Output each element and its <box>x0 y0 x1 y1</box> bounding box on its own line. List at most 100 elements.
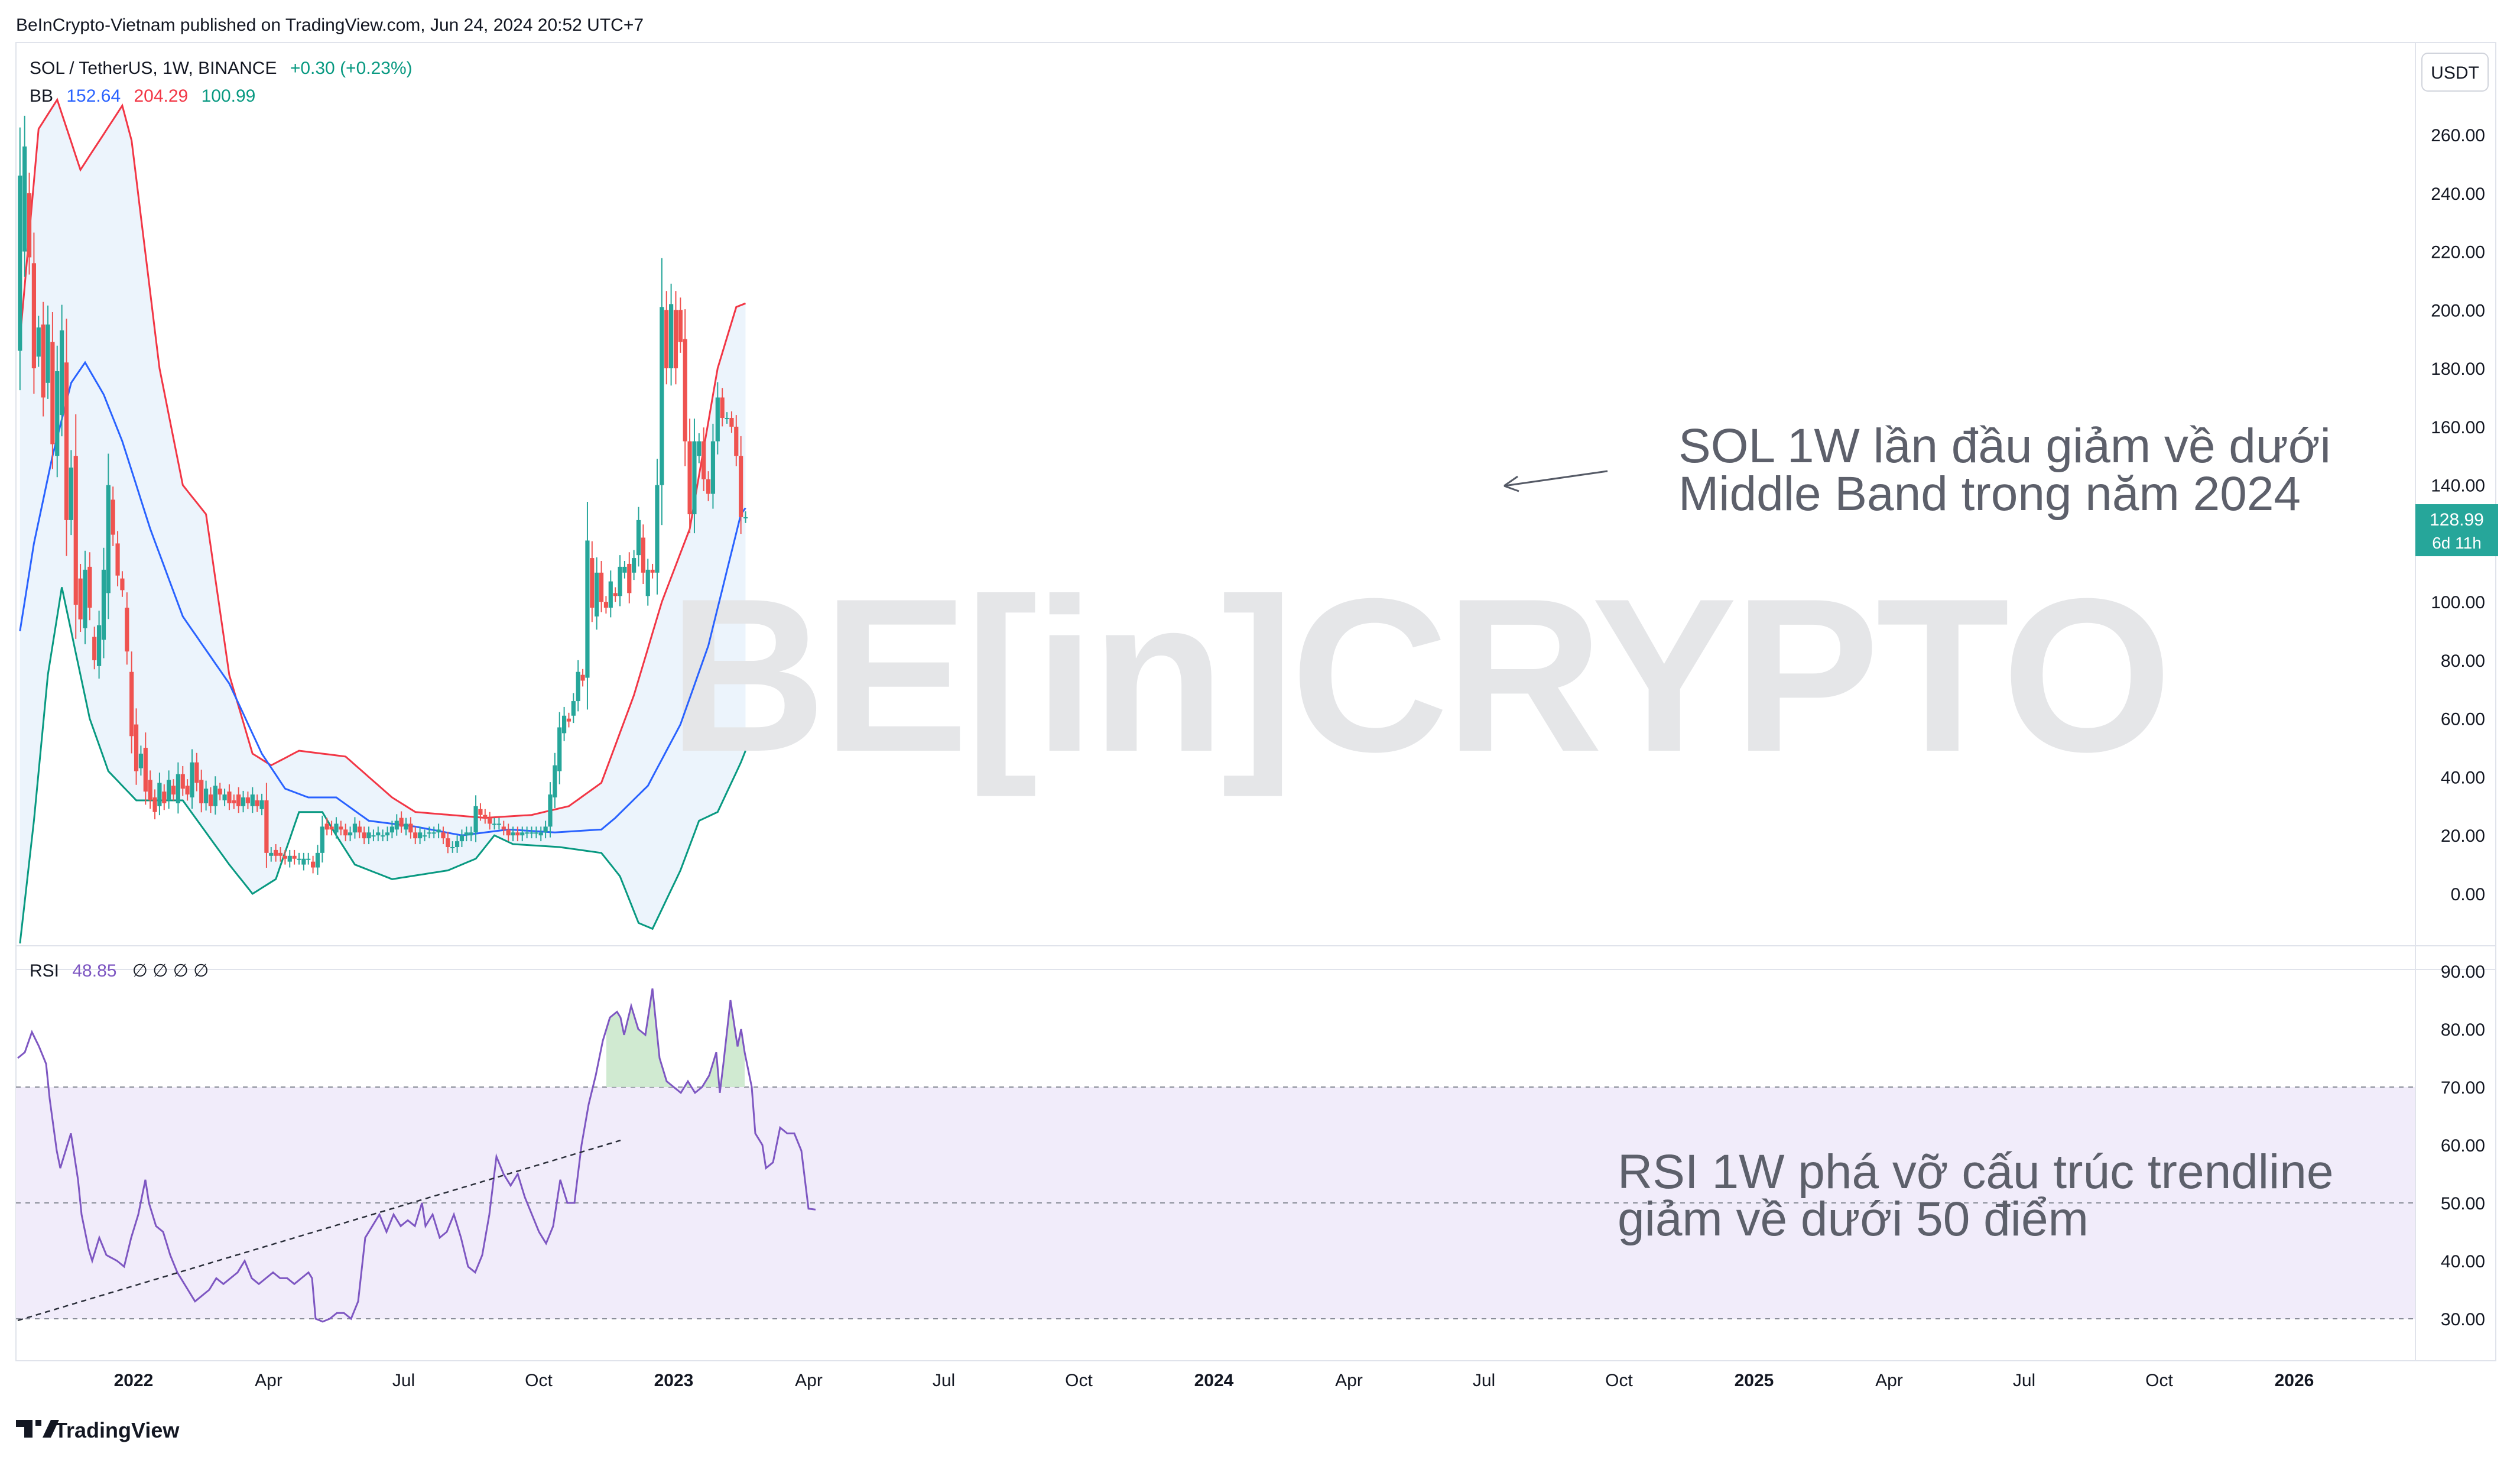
candle[interactable] <box>152 789 157 820</box>
candle-body[interactable] <box>22 146 27 252</box>
candle[interactable] <box>580 669 585 687</box>
candle-body[interactable] <box>232 800 236 803</box>
candle[interactable] <box>339 820 343 836</box>
candle-body[interactable] <box>660 307 664 485</box>
candle-body[interactable] <box>725 418 729 420</box>
candle[interactable] <box>399 811 404 833</box>
candle[interactable] <box>408 817 413 839</box>
candle[interactable] <box>232 794 236 809</box>
candle-body[interactable] <box>217 789 222 795</box>
candle-body[interactable] <box>50 342 55 445</box>
candle-body[interactable] <box>422 835 427 837</box>
candle[interactable] <box>492 818 497 830</box>
candle-body[interactable] <box>134 724 139 771</box>
candle[interactable] <box>269 846 274 862</box>
candle-body[interactable] <box>496 823 502 825</box>
candle-body[interactable] <box>78 578 83 619</box>
candle[interactable] <box>315 845 320 875</box>
candle[interactable] <box>706 471 711 501</box>
candle[interactable] <box>515 826 520 842</box>
candle[interactable] <box>306 852 311 865</box>
candle[interactable] <box>608 570 613 618</box>
candle-body[interactable] <box>199 780 204 803</box>
candle[interactable] <box>278 846 283 862</box>
candle-body[interactable] <box>60 330 64 416</box>
candle-body[interactable] <box>469 832 473 836</box>
candle-body[interactable] <box>167 780 171 800</box>
candle-body[interactable] <box>152 797 157 812</box>
candle-body[interactable] <box>613 593 618 596</box>
bb-upper-line[interactable] <box>19 98 746 819</box>
candle-body[interactable] <box>585 540 590 678</box>
candle[interactable] <box>311 855 316 874</box>
candle[interactable] <box>176 762 180 814</box>
candle[interactable] <box>720 388 725 427</box>
candle[interactable] <box>115 531 120 586</box>
candle-body[interactable] <box>534 832 538 834</box>
candle-body[interactable] <box>399 818 404 827</box>
candle-body[interactable] <box>274 849 278 856</box>
candle-body[interactable] <box>245 797 251 803</box>
candle-body[interactable] <box>715 397 720 442</box>
candle-body[interactable] <box>608 581 613 608</box>
time-axis[interactable]: 2022 Apr Jul Oct 2023 Apr Jul Oct 2024 Apr Jul Oct 2… <box>114 1371 2314 1390</box>
candle[interactable] <box>250 787 255 813</box>
candle-body[interactable] <box>436 829 441 833</box>
bb-legend-label[interactable]: BB <box>30 86 53 106</box>
candle[interactable] <box>650 563 655 579</box>
candle[interactable] <box>274 844 278 862</box>
candle[interactable] <box>366 826 371 845</box>
candle-body[interactable] <box>227 791 232 803</box>
candle[interactable] <box>488 812 492 830</box>
candle[interactable] <box>334 817 339 839</box>
candle-body[interactable] <box>702 441 706 479</box>
candle-body[interactable] <box>27 193 32 258</box>
candle-body[interactable] <box>394 820 399 830</box>
currency-button-label[interactable]: USDT <box>2431 63 2479 83</box>
candle-body[interactable] <box>366 832 371 839</box>
candle[interactable] <box>125 592 129 665</box>
candle-body[interactable] <box>148 780 152 800</box>
candle[interactable] <box>441 826 446 845</box>
candle[interactable] <box>511 826 515 842</box>
candle[interactable] <box>259 793 264 816</box>
candle[interactable] <box>64 319 69 556</box>
candle[interactable] <box>641 524 645 585</box>
candle[interactable] <box>422 829 427 842</box>
candle[interactable] <box>50 312 55 469</box>
candle-body[interactable] <box>645 569 650 596</box>
candle-body[interactable] <box>301 858 306 865</box>
candle[interactable] <box>41 301 46 417</box>
candle[interactable] <box>264 783 269 868</box>
candle[interactable] <box>506 823 511 842</box>
currency-button-frame[interactable] <box>2421 53 2489 92</box>
candle-body[interactable] <box>459 835 465 842</box>
candle-body[interactable] <box>222 794 227 800</box>
candle-body[interactable] <box>282 855 287 859</box>
candle-body[interactable] <box>87 566 92 608</box>
candle[interactable] <box>204 780 209 811</box>
candle[interactable] <box>678 297 683 353</box>
candle[interactable] <box>632 550 637 580</box>
candle-body[interactable] <box>599 572 604 602</box>
candle-body[interactable] <box>655 485 660 573</box>
candle-body[interactable] <box>46 325 50 383</box>
candle[interactable] <box>473 795 478 842</box>
rsi-legend-label[interactable]: RSI <box>30 961 59 981</box>
candle[interactable] <box>404 818 408 836</box>
candle-body[interactable] <box>464 832 469 836</box>
candle[interactable] <box>96 610 102 679</box>
candle[interactable] <box>157 773 162 816</box>
candle[interactable] <box>22 115 27 277</box>
candle[interactable] <box>687 419 692 534</box>
candle-body[interactable] <box>580 674 585 681</box>
candle-body[interactable] <box>125 608 129 652</box>
candle-body[interactable] <box>515 832 520 836</box>
candle[interactable] <box>134 708 139 785</box>
candle-body[interactable] <box>538 832 543 836</box>
candle-body[interactable] <box>673 310 678 369</box>
candle-body[interactable] <box>115 543 120 576</box>
candle[interactable] <box>450 841 455 853</box>
candle[interactable] <box>111 486 115 546</box>
candle[interactable] <box>669 283 674 386</box>
